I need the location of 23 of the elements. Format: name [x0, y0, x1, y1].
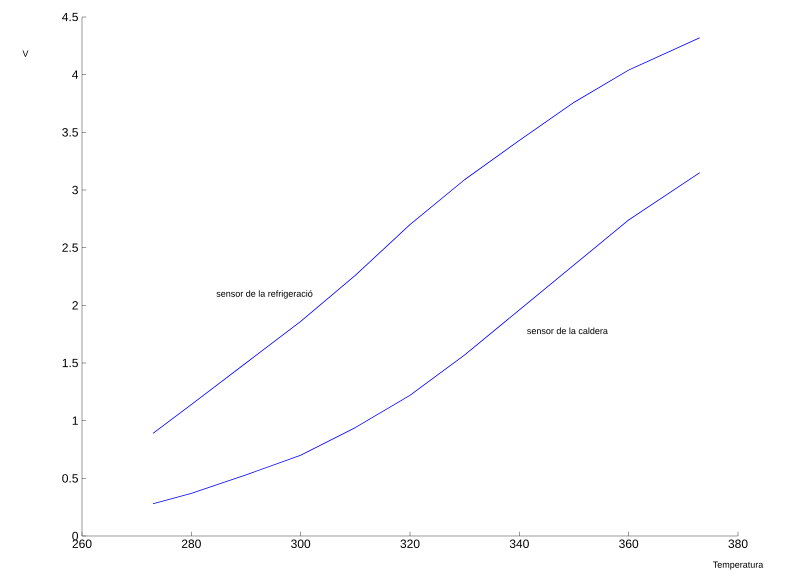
x-tick-label: 300	[291, 540, 310, 548]
x-tick-label: 280	[182, 540, 201, 548]
x-tick-label: 320	[400, 540, 420, 548]
y-tick-label: 4.5	[62, 12, 78, 22]
x-tick-label: 380	[728, 540, 748, 548]
y-tick-label: 0.5	[62, 474, 78, 483]
x-tick-label: 340	[510, 540, 529, 548]
y-tick-label: 3	[72, 186, 78, 194]
y-tick-label: 4	[72, 70, 78, 79]
text: sensor de la caldera	[527, 327, 608, 334]
line-series	[152, 37, 700, 434]
y-tick-label: 0	[72, 532, 78, 540]
line-series	[152, 172, 700, 504]
y-tick-label: 2.5	[62, 243, 78, 252]
x-tick-label: 260	[72, 540, 92, 548]
y-tick-label: 1.5	[62, 358, 78, 368]
x-axis-title: Temperatura	[712, 562, 764, 570]
y-tick-label: 1	[72, 416, 78, 425]
series-label: sensor de la refrigeració	[216, 290, 312, 299]
y-tick-label: 3.5	[62, 128, 78, 137]
y-tick-label: 2	[72, 301, 78, 310]
y-axis-title: V	[22, 50, 28, 57]
x-tick-label: 360	[619, 540, 638, 548]
